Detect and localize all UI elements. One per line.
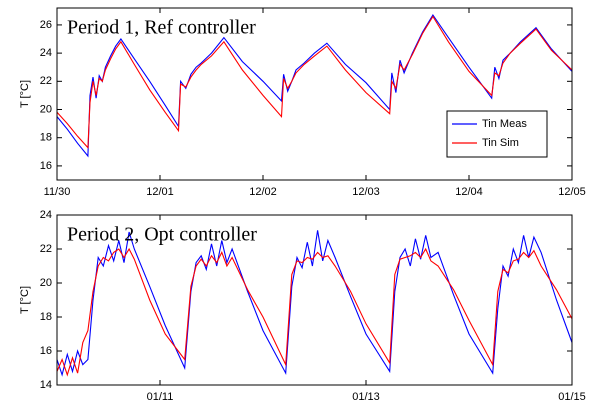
y-tick-label: 20 <box>40 103 52 115</box>
y-tick-label: 22 <box>40 243 52 255</box>
annotation: Period 1, Ref controller <box>67 17 256 39</box>
series-line <box>56 247 573 377</box>
y-tick-label: 22 <box>40 75 52 87</box>
legend-box <box>446 110 548 158</box>
y-tick-label: 18 <box>40 311 52 323</box>
y-axis-label: T [°C] <box>19 80 31 108</box>
y-tick-label: 16 <box>40 160 52 172</box>
annotation: Period 2, Opt controller <box>67 224 257 246</box>
x-tick-label: 01/13 <box>352 391 380 403</box>
legend-label: Tin Meas <box>482 118 527 130</box>
y-tick-label: 20 <box>40 277 52 289</box>
plot-frame <box>56 214 573 386</box>
y-tick-label: 24 <box>40 209 52 221</box>
x-tick-label: 01/15 <box>558 391 586 403</box>
y-tick-label: 14 <box>40 379 52 391</box>
series-line <box>56 230 573 377</box>
legend-label: Tin Sim <box>482 137 519 149</box>
x-tick-label: 11/30 <box>44 186 71 198</box>
y-tick-label: 18 <box>40 132 52 144</box>
series-line <box>56 15 573 149</box>
x-tick-label: 12/02 <box>249 186 277 198</box>
series-line <box>56 13 573 158</box>
x-tick-label: 12/04 <box>455 186 483 198</box>
plot-frame <box>56 7 573 181</box>
y-tick-label: 26 <box>40 19 52 31</box>
x-tick-label: 12/05 <box>558 186 586 198</box>
y-tick-label: 24 <box>40 47 52 59</box>
x-tick-label: 12/01 <box>146 186 174 198</box>
y-tick-label: 16 <box>40 345 52 357</box>
x-tick-label: 12/03 <box>352 186 380 198</box>
x-tick-label: 01/11 <box>147 391 174 403</box>
y-axis-label: T [°C] <box>19 286 31 314</box>
